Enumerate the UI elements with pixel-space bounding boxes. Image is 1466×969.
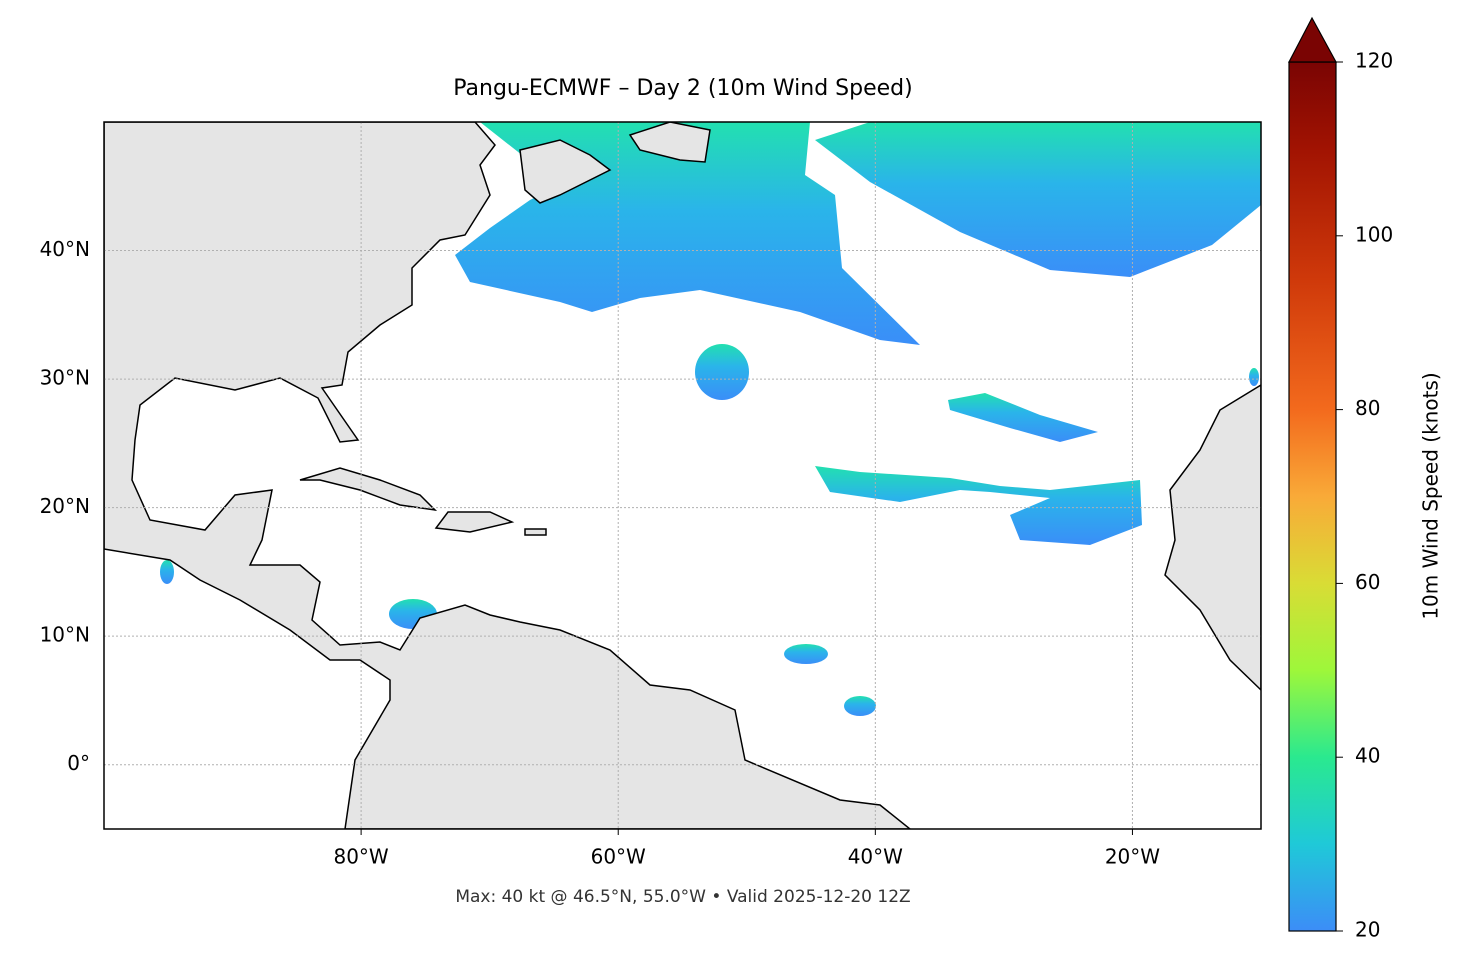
- y-tick-label: 40°N: [40, 237, 90, 261]
- hispaniola: [434, 511, 515, 533]
- colorbar-tick-label: 100: [1355, 222, 1393, 246]
- colorbar-extend: [1288, 16, 1338, 63]
- wind-area: [815, 122, 1261, 277]
- puerto-rico: [524, 528, 547, 536]
- colorbar-label: 10m Wind Speed (knots): [1419, 372, 1443, 619]
- y-tick-label: 20°N: [40, 494, 90, 518]
- land: [104, 122, 1261, 829]
- wind-area: [948, 393, 1098, 442]
- caption: Max: 40 kt @ 46.5°N, 55.0°W • Valid 2025…: [455, 887, 910, 907]
- grid: [104, 122, 1261, 829]
- x-tick-label: 20°W: [1105, 845, 1160, 869]
- colorbar-tick-label: 120: [1355, 49, 1393, 73]
- maritimes: [519, 139, 612, 204]
- colorbar-scale: [1288, 61, 1337, 932]
- colorbar: 10m Wind Speed (knots): [1288, 16, 1443, 932]
- y-tick-label: 30°N: [40, 366, 90, 390]
- wind-area: [844, 696, 876, 716]
- y-tick-label: 10°N: [40, 623, 90, 647]
- colorbar-tick-label: 80: [1355, 396, 1380, 420]
- cuba: [299, 467, 438, 512]
- wind-area: [815, 466, 1142, 545]
- colorbar-tick-label: 20: [1355, 918, 1380, 942]
- wind-area: [695, 344, 749, 400]
- map-frame: [103, 121, 1262, 830]
- wind-area: [160, 560, 174, 584]
- x-tick-label: 80°W: [333, 845, 388, 869]
- x-tick-label: 60°W: [591, 845, 646, 869]
- y-tick-label: 0°: [67, 751, 90, 775]
- chart-title: Pangu-ECMWF – Day 2 (10m Wind Speed): [453, 76, 912, 101]
- x-tick-label: 40°W: [848, 845, 903, 869]
- colorbar-tick-label: 40: [1355, 744, 1380, 768]
- colorbar-tick-label: 60: [1355, 570, 1380, 594]
- wind-area: [1249, 368, 1259, 386]
- americas: [104, 122, 912, 829]
- map: [104, 122, 1261, 829]
- africa: [1164, 384, 1261, 692]
- newfoundland: [628, 122, 711, 163]
- wind-area: [784, 644, 828, 664]
